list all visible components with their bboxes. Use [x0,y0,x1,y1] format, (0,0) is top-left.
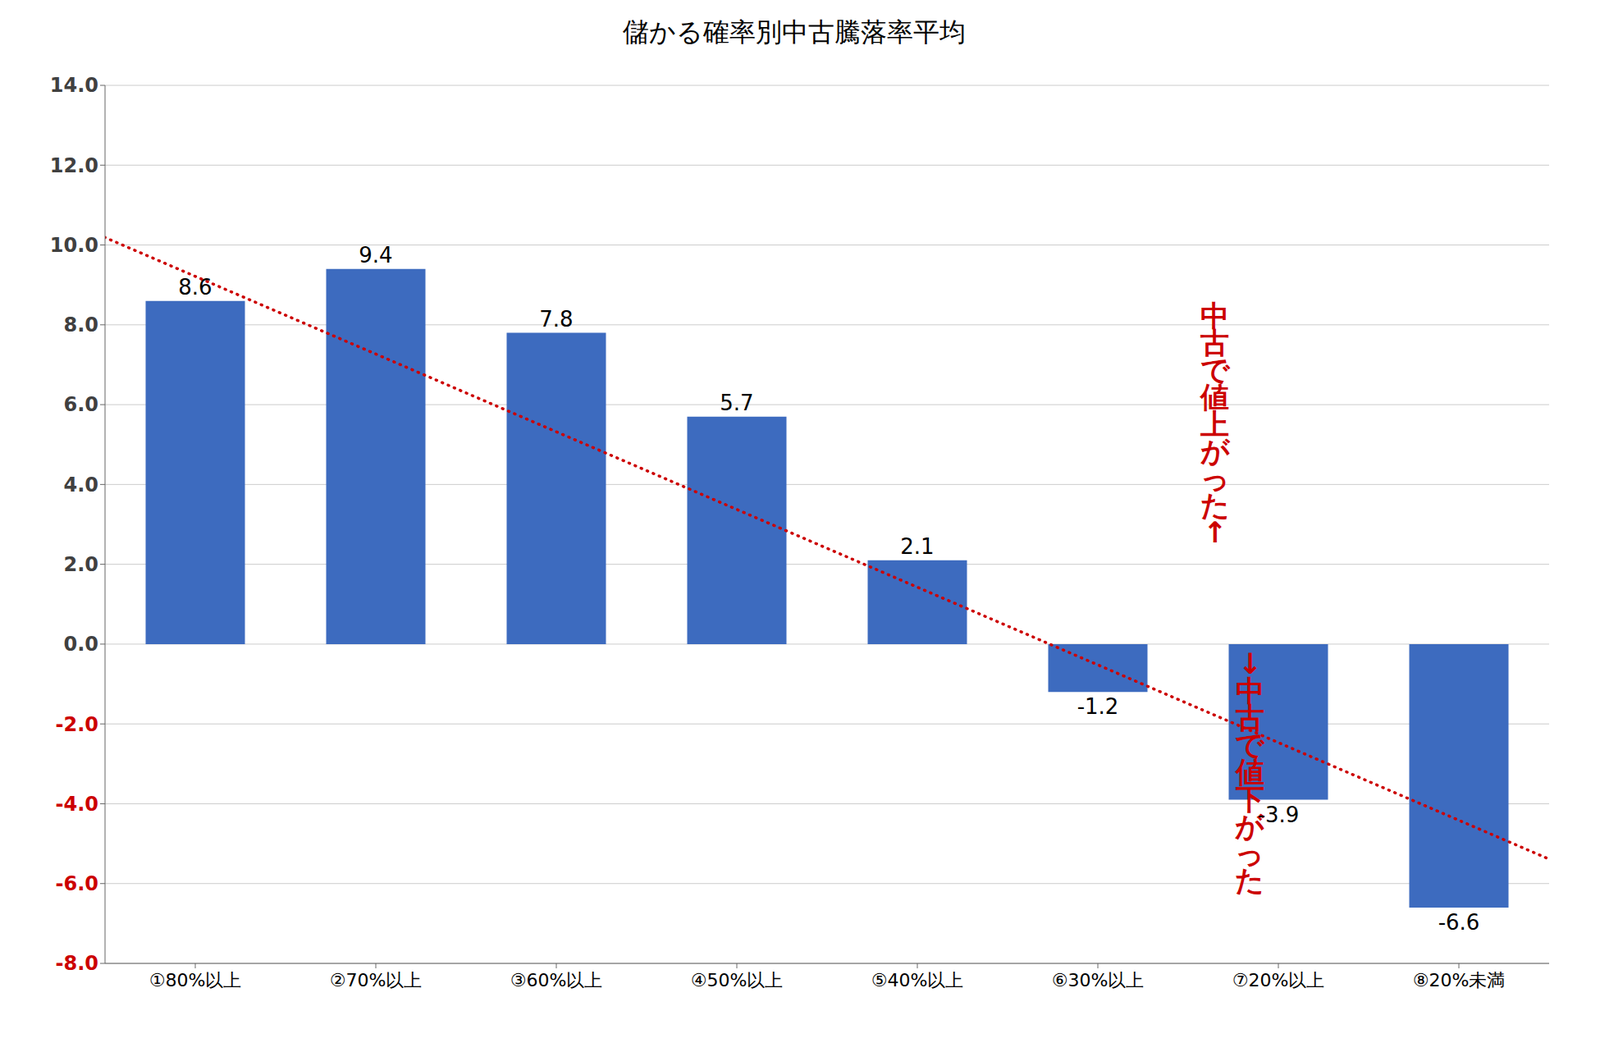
svg-text:↓中古で値下がった: ↓中古で値下がった [1234,647,1267,897]
svg-text:③60%以上: ③60%以上 [510,969,604,991]
svg-text:-2.0: -2.0 [55,713,99,736]
svg-text:⑧20%未満: ⑧20%未満 [1412,969,1506,991]
svg-text:②70%以上: ②70%以上 [329,969,423,991]
svg-text:-6.0: -6.0 [55,872,99,896]
svg-text:4.0: 4.0 [63,473,99,497]
svg-text:-1.2: -1.2 [1077,694,1120,719]
svg-text:8.0: 8.0 [63,313,99,337]
svg-text:中古で値上がった↑: 中古で値上がった↑ [1199,299,1231,549]
svg-text:-3.9: -3.9 [1257,802,1300,828]
svg-text:2.1: 2.1 [900,534,934,559]
svg-text:14.0: 14.0 [50,73,99,97]
svg-text:-4.0: -4.0 [55,792,99,816]
svg-text:7.8: 7.8 [539,306,573,332]
html-text:儲かる確率別中古騰落率平均: 儲かる確率別中古騰落率平均 [622,16,966,48]
svg-text:-6.6: -6.6 [1438,909,1481,935]
svg-text:8.6: 8.6 [178,274,212,300]
svg-text:5.7: 5.7 [719,390,754,416]
svg-text:⑤40%以上: ⑤40%以上 [871,969,965,991]
svg-text:⑦20%以上: ⑦20%以上 [1232,969,1326,991]
svg-text:0.0: 0.0 [63,632,99,656]
svg-text:9.4: 9.4 [358,242,393,268]
svg-text:2.0: 2.0 [63,553,99,576]
svg-text:④50%以上: ④50%以上 [690,969,784,991]
svg-text:10.0: 10.0 [50,233,99,257]
svg-text:12.0: 12.0 [50,154,99,178]
svg-text:-8.0: -8.0 [55,951,99,975]
svg-text:①80%以上: ①80%以上 [149,969,243,991]
svg-text:6.0: 6.0 [63,393,99,416]
svg-text:⑥30%以上: ⑥30%以上 [1051,969,1145,991]
